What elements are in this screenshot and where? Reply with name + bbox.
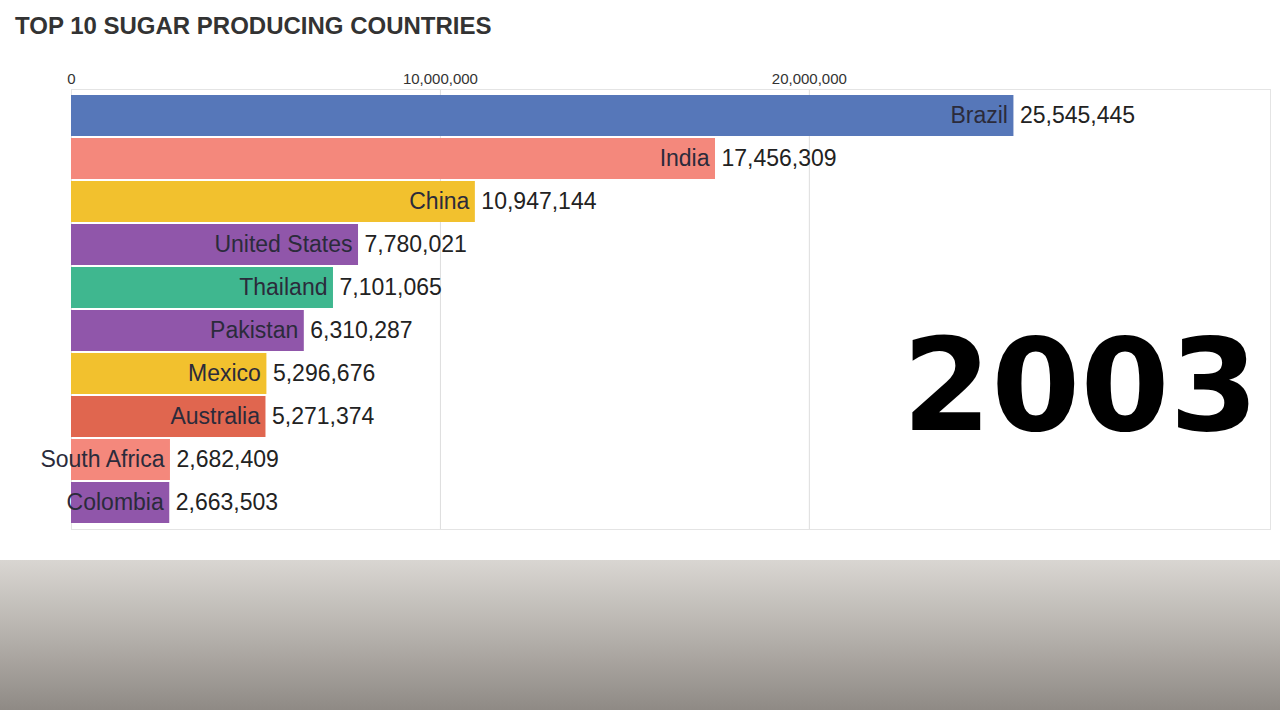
svg-text:Pakistan: Pakistan	[210, 317, 298, 343]
svg-text:5,296,676: 5,296,676	[273, 360, 375, 386]
svg-text:Colombia: Colombia	[67, 489, 164, 515]
svg-text:7,101,065: 7,101,065	[339, 274, 441, 300]
svg-text:2,663,503: 2,663,503	[176, 489, 278, 515]
svg-text:17,456,309: 17,456,309	[722, 145, 837, 171]
svg-text:2,682,409: 2,682,409	[176, 446, 278, 472]
svg-text:10,000,000: 10,000,000	[403, 70, 478, 87]
html-text:TOP 10 SUGAR PRODUCING COUNTRI: TOP 10 SUGAR PRODUCING COUNTRIES	[15, 12, 492, 39]
svg-text:Australia: Australia	[170, 403, 260, 429]
svg-text:China: China	[409, 188, 469, 214]
svg-text:Thailand: Thailand	[239, 274, 327, 300]
svg-text:25,545,445: 25,545,445	[1020, 102, 1135, 128]
svg-text:2003: 2003	[902, 311, 1258, 460]
svg-text:Brazil: Brazil	[950, 102, 1008, 128]
svg-text:10,947,144: 10,947,144	[481, 188, 596, 214]
svg-text:5,271,374: 5,271,374	[272, 403, 375, 429]
svg-text:United States: United States	[214, 231, 352, 257]
svg-text:Mexico: Mexico	[188, 360, 261, 386]
svg-text:South Africa: South Africa	[40, 446, 164, 472]
svg-text:7,780,021: 7,780,021	[365, 231, 467, 257]
svg-text:India: India	[660, 145, 710, 171]
svg-text:6,310,287: 6,310,287	[310, 317, 412, 343]
svg-text:20,000,000: 20,000,000	[772, 70, 847, 87]
svg-text:0: 0	[67, 70, 75, 87]
